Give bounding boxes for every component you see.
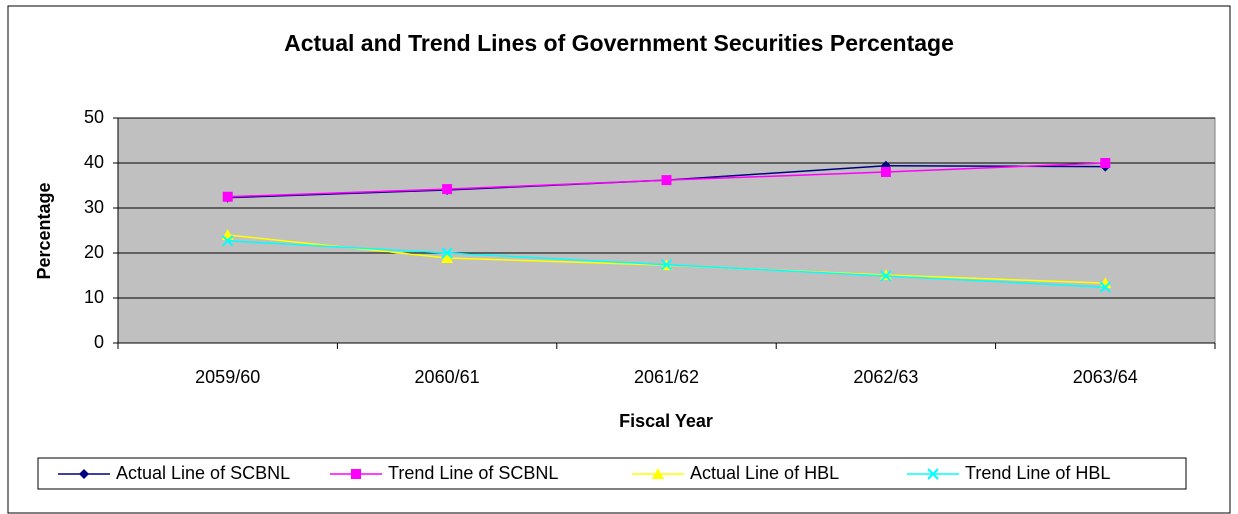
marker bbox=[351, 469, 361, 479]
marker bbox=[660, 258, 673, 271]
x-tick-label: 2061/62 bbox=[634, 367, 699, 387]
chart-title: Actual and Trend Lines of Government Sec… bbox=[284, 30, 954, 56]
legend-label: Trend Line of HBL bbox=[965, 463, 1110, 483]
y-tick-label: 10 bbox=[84, 287, 104, 307]
marker bbox=[927, 468, 939, 480]
legend-label: Trend Line of SCBNL bbox=[388, 463, 558, 483]
x-tick-label: 2060/61 bbox=[415, 367, 480, 387]
marker bbox=[1099, 281, 1112, 293]
marker bbox=[880, 167, 891, 177]
marker bbox=[442, 184, 453, 195]
x-tick-label: 2059/60 bbox=[195, 367, 260, 387]
y-tick-label: 50 bbox=[84, 107, 104, 127]
plot-area bbox=[117, 117, 1216, 344]
legend-box bbox=[37, 457, 1187, 490]
marker bbox=[880, 270, 892, 282]
marker bbox=[79, 469, 89, 479]
marker bbox=[222, 191, 233, 202]
marker bbox=[441, 251, 454, 263]
marker bbox=[661, 175, 672, 186]
y-tick-label: 30 bbox=[84, 197, 104, 217]
legend-label: Actual Line of HBL bbox=[690, 463, 839, 483]
y-tick-label: 40 bbox=[84, 152, 104, 172]
marker bbox=[441, 247, 453, 259]
y-tick-label: 20 bbox=[84, 242, 104, 262]
marker bbox=[652, 468, 664, 479]
marker bbox=[221, 235, 234, 247]
x-tick-label: 2063/64 bbox=[1073, 367, 1138, 387]
y-axis-label: Percentage bbox=[34, 182, 54, 279]
x-tick-label: 2062/63 bbox=[853, 367, 918, 387]
marker bbox=[1100, 158, 1111, 168]
y-tick-label: 0 bbox=[94, 332, 104, 352]
x-axis-label: Fiscal Year bbox=[619, 411, 713, 431]
legend-label: Actual Line of SCBNL bbox=[116, 463, 290, 483]
